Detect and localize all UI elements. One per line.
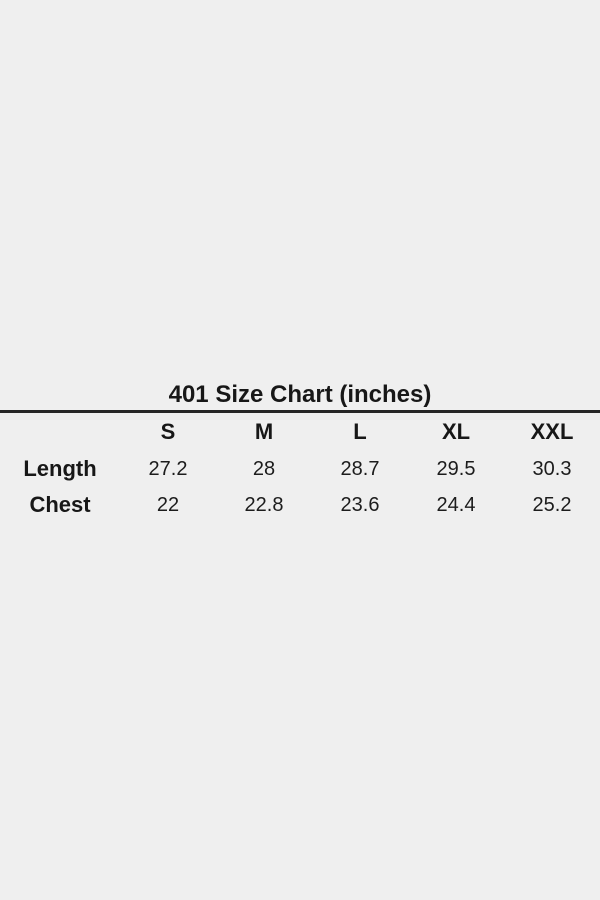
chest-l-value: 23.6: [340, 493, 380, 516]
column-header-xxl: XXL: [530, 419, 574, 444]
size-table: S M L XL XXL Length 27.2 28 28.7 29.5 30…: [0, 413, 600, 523]
chest-m-value: 22.8: [244, 493, 284, 516]
column-header-l: L: [353, 419, 367, 444]
chest-xl-value: 24.4: [436, 493, 476, 516]
length-xxl-value: 30.3: [532, 457, 572, 480]
length-m-value: 28: [252, 457, 276, 480]
row-label-chest: Chest: [29, 492, 91, 517]
column-header-m: M: [254, 419, 274, 444]
corner-cell: [0, 413, 120, 451]
length-l-value: 28.7: [340, 457, 380, 480]
length-xl-value: 29.5: [436, 457, 476, 480]
column-header-xl: XL: [441, 419, 471, 444]
size-chart-title: 401 Size Chart (inches): [168, 381, 432, 408]
length-s-value: 27.2: [148, 457, 188, 480]
chest-xxl-value: 25.2: [532, 493, 572, 516]
chest-s-value: 22: [156, 493, 180, 516]
row-label-length: Length: [23, 456, 97, 481]
column-header-s: S: [160, 419, 176, 444]
divider-line: [0, 410, 600, 413]
